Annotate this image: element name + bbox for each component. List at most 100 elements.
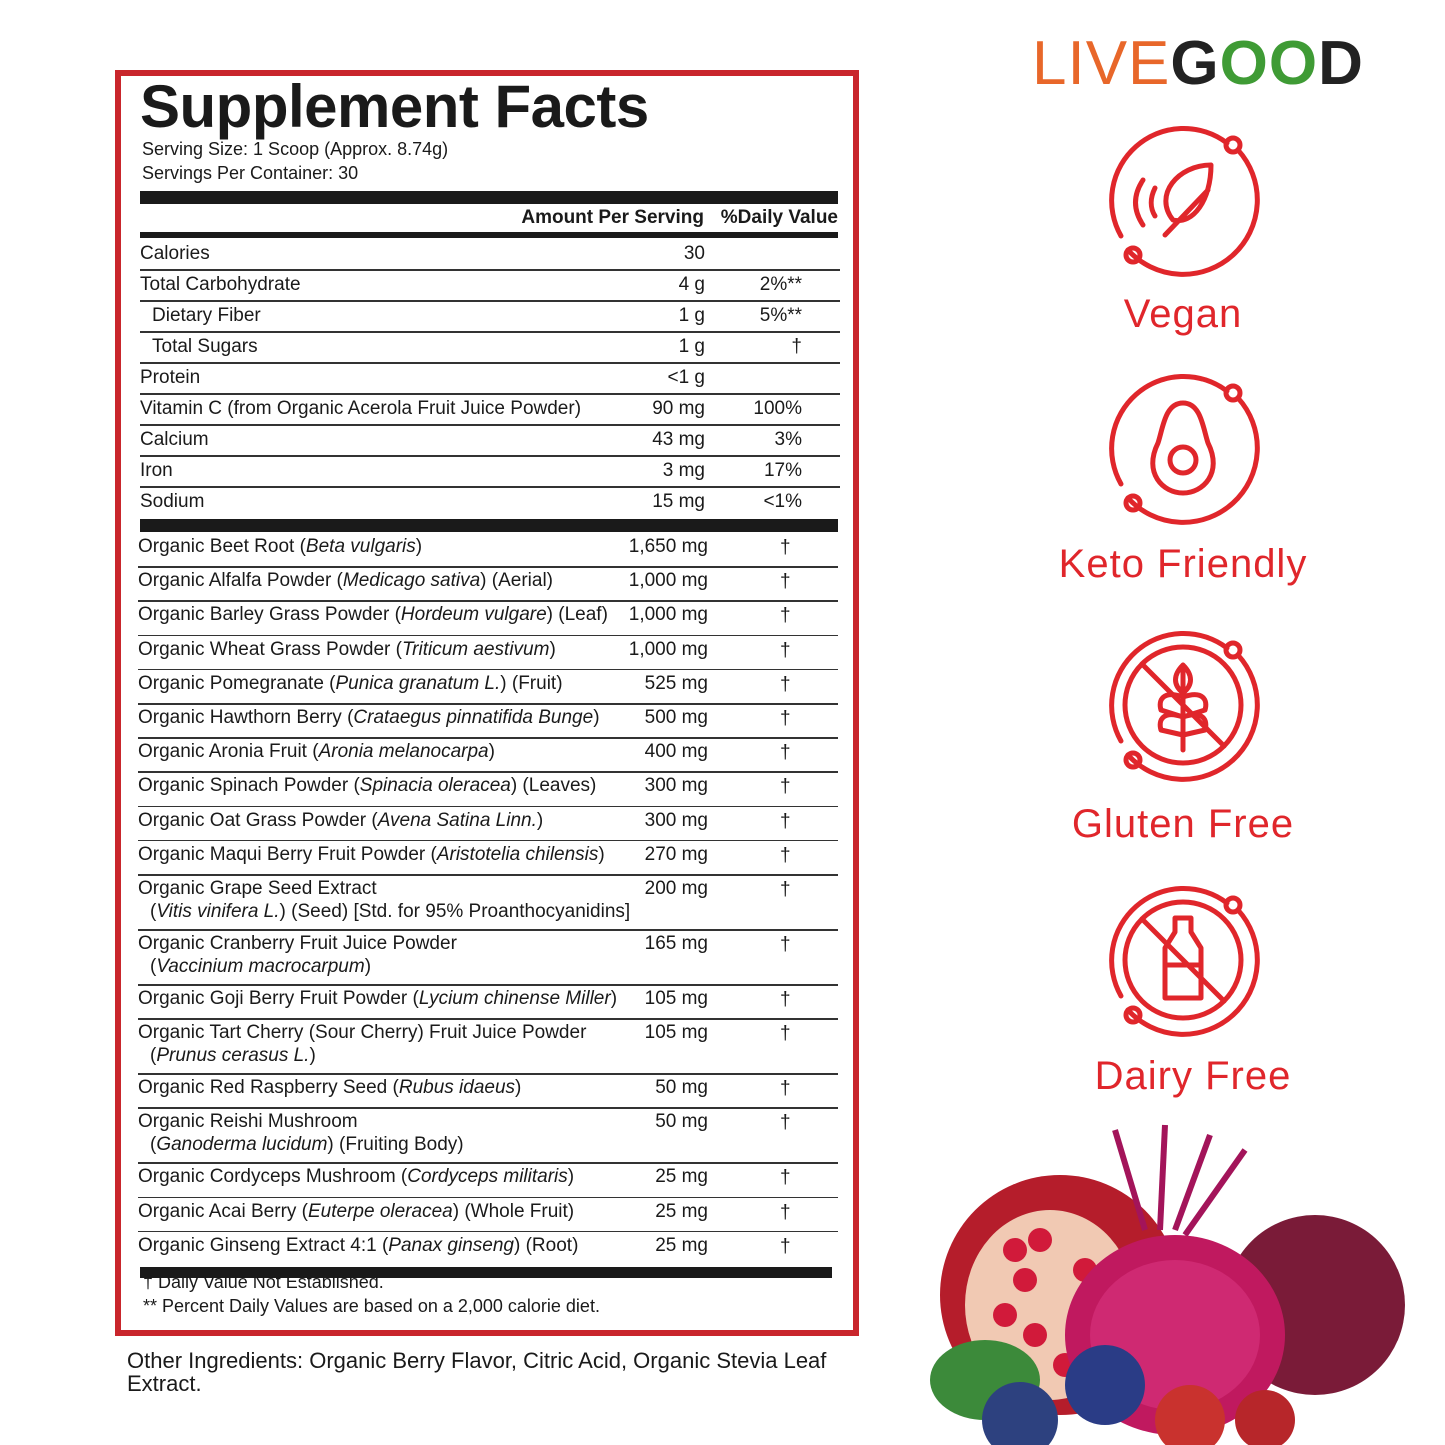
ingredient-text: Organic Reishi Mushroom [138, 1111, 358, 1133]
ingredient-text: Prunus cerasus L. [156, 1045, 310, 1067]
ingredient-text: Organic Ginseng Extract 4:1 ( [138, 1234, 389, 1256]
ingredient-text: Aronia melanocarpa [318, 741, 489, 763]
ingredient-dv: † [780, 605, 791, 627]
ingredient-amount: 500 mg [644, 707, 708, 728]
row-separator [138, 566, 838, 568]
nutrient-amount: 1 g [678, 336, 705, 357]
row-separator [138, 1230, 838, 1233]
nutrient-dv: † [791, 336, 802, 357]
nutrient-name: Vitamin C (from Organic Acerola Fruit Ju… [140, 398, 582, 419]
ingredient-text: Organic Red Raspberry Seed ( [138, 1077, 399, 1099]
serving-size: Serving Size: 1 Scoop (Approx. 8.74g) [142, 139, 449, 159]
ingredient-amount: 1,000 mg [628, 604, 708, 626]
nutrient-name: Dietary Fiber [152, 305, 261, 326]
ingredient-text: Punica granatum L. [335, 672, 501, 694]
ingredient-text: Ganoderma lucidum [156, 1134, 328, 1156]
row-separator [140, 486, 840, 488]
ingredient-text: Hordeum vulgare [400, 604, 547, 626]
ingredient-text: ) [364, 956, 372, 977]
ingredient-text: Avena Satina Linn. [377, 809, 537, 831]
nutrient-name: Sodium [140, 491, 205, 512]
ingredient-text: Organic Oat Grass Powder ( [138, 809, 378, 831]
ingredient-text: ) (Seed) [Std. for 95% Proanthocyanidins… [279, 901, 631, 922]
ingredient-text: ) (Leaves) [510, 775, 597, 797]
nutrient-amount: 90 mg [652, 398, 705, 419]
row-separator [138, 1107, 838, 1109]
row-separator [138, 703, 838, 705]
ingredient-line: Organic Aronia Fruit (Aronia melanocarpa… [138, 741, 495, 763]
row-separator [138, 805, 838, 808]
ingredient-line: Organic Oat Grass Powder (Avena Satina L… [138, 810, 543, 832]
ingredient-text: ) (Root) [514, 1234, 579, 1256]
ingredient-amount: 25 mg [655, 1234, 708, 1256]
ingredient-text: Organic Aronia Fruit ( [138, 741, 319, 763]
facts-title: Supplement Facts [140, 73, 649, 140]
badge-label: Vegan [1123, 292, 1243, 336]
ingredient-line: Organic Barley Grass Powder (Hordeum vul… [138, 604, 608, 626]
ingredient-text: ) (Leaf) [546, 604, 608, 626]
row-separator [140, 300, 840, 302]
ingredient-text: Organic Spinach Powder ( [138, 775, 360, 797]
row-separator [138, 929, 838, 931]
nutrient-name: Calories [140, 243, 210, 264]
row-separator [138, 737, 838, 739]
row-separator [138, 634, 838, 637]
ingredient-text: Organic Goji Berry Fruit Powder ( [138, 988, 419, 1009]
ingredient-amount: 50 mg [655, 1077, 708, 1099]
ingredient-line: (Ganoderma lucidum) (Fruiting Body) [150, 1134, 464, 1156]
footnote: † Daily Value Not Established. [143, 1272, 384, 1292]
ingredient-text: ( [150, 901, 157, 922]
ingredient-line: Organic Hawthorn Berry (Crataegus pinnat… [138, 707, 600, 729]
nutrient-name: Protein [140, 367, 201, 388]
ingredient-line: Organic Pomegranate (Punica granatum L.)… [138, 673, 563, 695]
ingredient-line: Organic Spinach Powder (Spinacia olerace… [138, 775, 596, 797]
nutrient-amount: 1 g [678, 305, 705, 326]
ingredient-dv: † [780, 537, 791, 558]
ingredient-amount: 270 mg [644, 843, 708, 865]
ingredient-text: Medicago sativa [342, 570, 481, 592]
ingredient-line: Organic Goji Berry Fruit Powder (Lycium … [138, 988, 617, 1010]
nutrient-amount: 15 mg [652, 491, 705, 512]
ingredient-text: Organic Cordyceps Mushroom ( [138, 1166, 408, 1188]
ingredient-text: Organic Beet Root ( [138, 536, 306, 557]
ingredient-text: ( [150, 1045, 157, 1067]
badge-label: Keto Friendly [1058, 542, 1308, 586]
ingredient-text: Organic Wheat Grass Powder ( [138, 638, 402, 660]
ingredient-text: Vaccinium macrocarpum [156, 956, 365, 977]
thick-bar [140, 232, 838, 238]
ingredient-text: Cordyceps militaris [407, 1166, 568, 1188]
logo-part: LIVE [1032, 29, 1171, 98]
nutrient-amount: 3 mg [662, 460, 705, 481]
ingredient-dv: † [780, 571, 791, 593]
badge-icons [1109, 126, 1260, 1037]
ingredient-dv: † [780, 639, 791, 661]
row-separator [140, 331, 840, 333]
row-separator [138, 1073, 838, 1075]
fruit-illustration [930, 1124, 1405, 1445]
ingredient-text: ) [593, 707, 600, 728]
row-separator [140, 455, 840, 457]
row-separator [138, 771, 838, 773]
ingredient-amount: 50 mg [655, 1111, 708, 1133]
ingredient-amount: 300 mg [644, 775, 708, 797]
nutrient-name: Calcium [140, 429, 209, 450]
nutrient-dv: 5%** [759, 305, 802, 326]
ingredient-text: ) (Aerial) [480, 570, 554, 592]
ingredient-line: Organic Acai Berry (Euterpe oleracea) (W… [138, 1201, 574, 1223]
ingredient-text: ) [536, 809, 544, 831]
ingredient-amount: 1,000 mg [628, 570, 708, 592]
row-separator [140, 362, 840, 364]
label-border [115, 70, 859, 1336]
logo-part: G [1170, 29, 1220, 98]
ingredient-text: Beta vulgaris [305, 536, 416, 557]
ingredient-text: Organic Tart Cherry (Sour Cherry) Fruit … [138, 1022, 587, 1044]
nutrient-name: Total Carbohydrate [140, 274, 301, 295]
nutrient-dv: 2%** [759, 274, 802, 295]
row-separator [138, 668, 838, 671]
ingredient-text: ) [567, 1166, 575, 1188]
header-amount: Amount Per Serving [521, 207, 704, 228]
ingredient-text: Aristotelia chilensis [436, 843, 599, 865]
ingredient-text: ) [515, 1077, 522, 1099]
ingredient-dv: † [780, 673, 791, 695]
